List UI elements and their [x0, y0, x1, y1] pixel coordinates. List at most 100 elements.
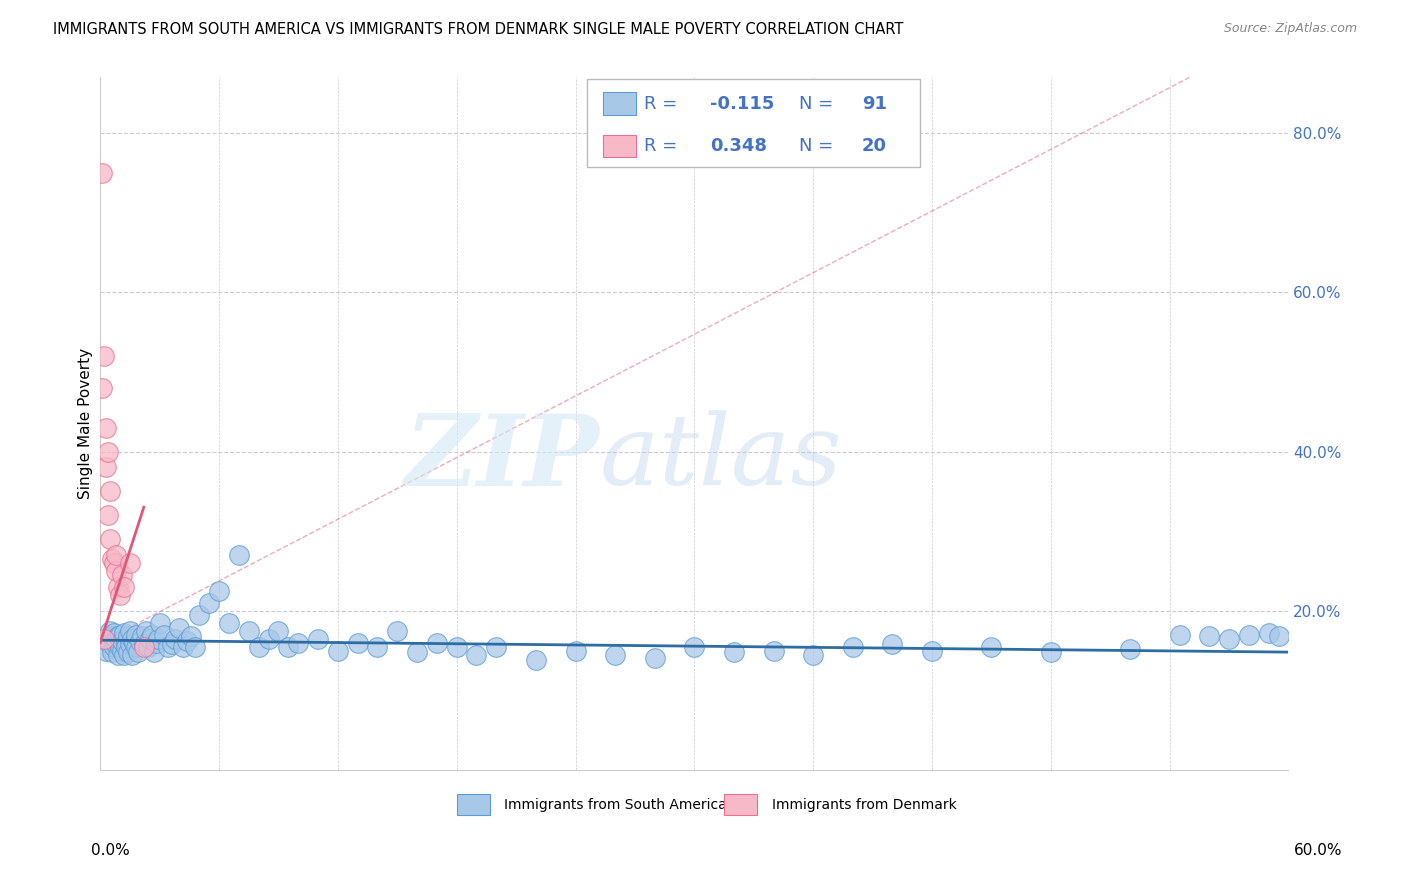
Point [138, 632, 160, 646]
Point [108, 640, 131, 654]
Point [184, 640, 207, 654]
Point [346, 635, 368, 649]
Point [683, 640, 706, 654]
Point [426, 635, 449, 649]
Point [1119, 642, 1142, 657]
Point [97, 508, 120, 523]
Point [842, 640, 865, 654]
Point [152, 627, 174, 641]
Point [208, 583, 231, 598]
Point [1257, 626, 1279, 640]
Text: R =: R = [644, 137, 683, 155]
Point [98, 637, 121, 651]
Point [101, 645, 124, 659]
Point [277, 640, 299, 654]
Bar [724, 794, 758, 815]
Point [125, 640, 148, 654]
Bar [603, 135, 636, 157]
Point [1267, 629, 1289, 643]
Point [112, 648, 135, 662]
Point [172, 640, 194, 654]
Point [131, 629, 153, 643]
Text: ZIP: ZIP [405, 410, 599, 507]
Text: Immigrants from South America: Immigrants from South America [505, 797, 727, 812]
Point [107, 580, 129, 594]
Point [96, 460, 118, 475]
Point [603, 648, 626, 662]
Point [97, 444, 120, 458]
Point [287, 635, 309, 649]
Point [111, 643, 134, 657]
Point [98, 532, 121, 546]
Point [117, 629, 139, 643]
Point [257, 632, 280, 646]
Point [188, 607, 211, 622]
Text: N =: N = [799, 95, 839, 112]
Text: 60.0%: 60.0% [1295, 843, 1343, 858]
Point [115, 635, 138, 649]
Point [107, 648, 129, 662]
Point [145, 635, 167, 649]
Point [1039, 645, 1062, 659]
Point [96, 643, 118, 657]
Point [387, 624, 409, 638]
Point [117, 645, 139, 659]
Point [160, 637, 183, 651]
Text: IMMIGRANTS FROM SOUTH AMERICA VS IMMIGRANTS FROM DENMARK SINGLE MALE POVERTY COR: IMMIGRANTS FROM SOUTH AMERICA VS IMMIGRA… [53, 22, 904, 37]
Point [326, 643, 349, 657]
Point [108, 588, 131, 602]
Point [366, 640, 388, 654]
Point [115, 640, 138, 654]
Point [118, 624, 141, 638]
Point [101, 629, 124, 643]
Point [135, 624, 157, 638]
Text: 0.348: 0.348 [710, 137, 766, 155]
Text: R =: R = [644, 95, 683, 112]
Point [198, 596, 221, 610]
Point [122, 635, 145, 649]
Point [97, 634, 120, 648]
Point [132, 637, 155, 651]
Point [98, 484, 121, 499]
Point [524, 653, 547, 667]
Point [238, 624, 260, 638]
Text: Source: ZipAtlas.com: Source: ZipAtlas.com [1223, 22, 1357, 36]
Point [149, 615, 172, 630]
Point [228, 548, 250, 562]
Point [156, 640, 179, 654]
Point [644, 651, 666, 665]
Text: atlas: atlas [599, 410, 842, 506]
Point [146, 632, 169, 646]
Point [111, 568, 134, 582]
Point [96, 420, 118, 434]
Point [105, 548, 128, 562]
Point [882, 637, 904, 651]
Text: 91: 91 [862, 95, 887, 112]
Text: 0.0%: 0.0% [91, 843, 131, 858]
Point [564, 643, 586, 657]
Point [128, 634, 150, 648]
Point [98, 624, 121, 638]
Point [118, 556, 141, 570]
Point [406, 645, 429, 659]
Point [121, 632, 143, 646]
Point [180, 629, 202, 643]
Point [485, 640, 508, 654]
Point [762, 643, 785, 657]
Y-axis label: Single Male Poverty: Single Male Poverty [79, 348, 93, 500]
Point [801, 648, 824, 662]
Text: 20: 20 [862, 137, 887, 155]
Bar [603, 93, 636, 115]
Point [93, 632, 115, 646]
Point [91, 381, 114, 395]
Point [91, 166, 114, 180]
Point [141, 627, 163, 641]
Point [93, 349, 115, 363]
Point [103, 626, 125, 640]
Point [127, 645, 149, 659]
Point [107, 629, 129, 643]
FancyBboxPatch shape [588, 78, 920, 168]
Point [103, 556, 125, 570]
Point [111, 634, 134, 648]
Point [105, 637, 128, 651]
